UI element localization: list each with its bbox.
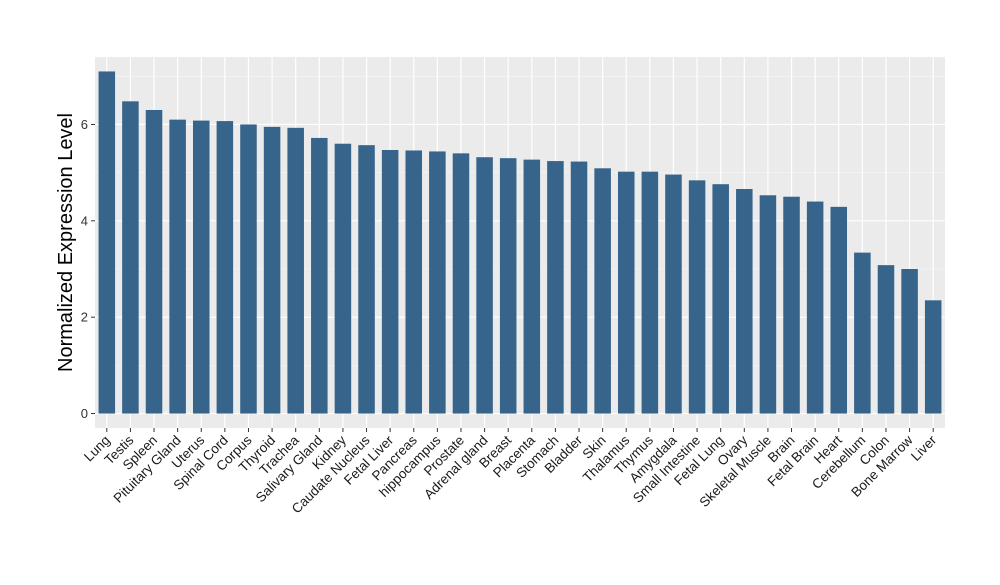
bar-skin: [594, 168, 611, 414]
bar-caudate-nucleus: [358, 145, 375, 414]
bar-ovary: [736, 189, 753, 414]
bar-testis: [122, 101, 139, 414]
bar-thymus: [641, 171, 659, 414]
bar-spinal-cord: [216, 121, 234, 414]
bar-salivary-gland: [311, 137, 328, 414]
bar-breast: [499, 158, 517, 414]
bar-bone-marrow: [901, 269, 918, 414]
bar-pituitary-gland: [169, 119, 186, 414]
bar-kidney: [334, 143, 352, 414]
y-tick-label: 2: [81, 310, 88, 325]
bar-hippocampus: [429, 151, 446, 414]
bar-pancreas: [405, 150, 423, 414]
y-axis-title: Normalized Expression Level: [55, 113, 77, 372]
bar-small-intestine: [688, 180, 706, 414]
bar-trachea: [287, 127, 304, 414]
bar-spleen: [145, 110, 163, 414]
bar-stomach: [547, 161, 564, 414]
plot-panel: [95, 57, 945, 428]
bar-fetal-liver: [381, 149, 399, 414]
bar-fetal-lung: [712, 184, 729, 414]
bar-liver: [924, 300, 942, 414]
bar-colon: [877, 265, 895, 414]
bar-thyroid: [263, 126, 281, 414]
y-tick-label: 6: [81, 117, 88, 132]
bar-thalamus: [617, 171, 635, 414]
x-tick-label: Liver: [908, 432, 940, 464]
bar-corpus: [240, 124, 257, 414]
bar-fetal-brain: [806, 201, 824, 414]
bar-skeletal-muscle: [759, 195, 777, 414]
bar-brain: [783, 196, 800, 414]
y-tick-label: 4: [81, 213, 88, 228]
bar-heart: [830, 206, 848, 414]
bar-uterus: [192, 120, 210, 414]
bars: [98, 71, 942, 414]
bar-lung: [98, 71, 116, 414]
bar-prostate: [452, 153, 470, 414]
bar-adrenal-gland: [476, 157, 493, 414]
bar-bladder: [570, 161, 588, 414]
y-tick-label: 0: [81, 406, 88, 421]
bar-amygdala: [665, 174, 682, 414]
y-axis: 0 2 4 6: [81, 117, 95, 421]
bar-placenta: [523, 159, 541, 414]
bar-cerebellum: [854, 252, 871, 414]
